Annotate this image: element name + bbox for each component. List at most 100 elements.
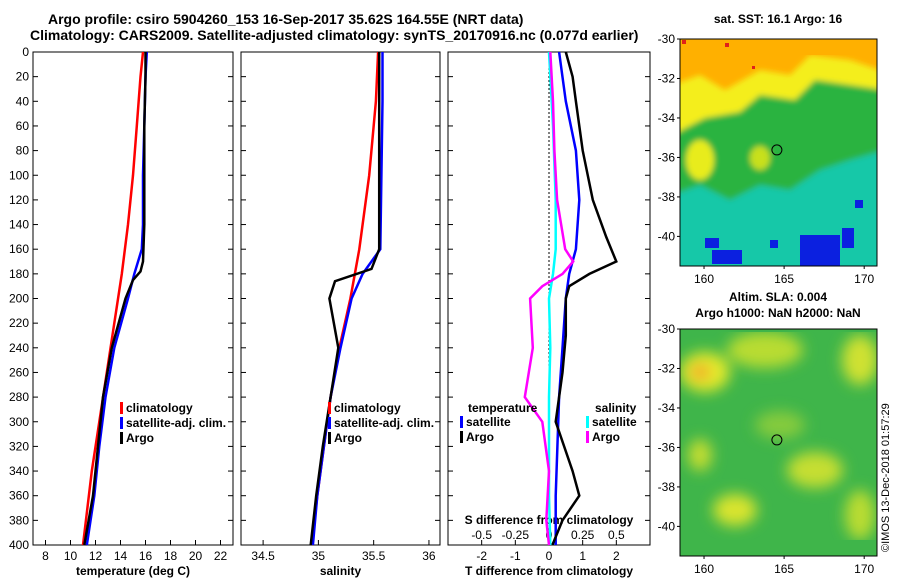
salinity-x-tick-label: 34.5 xyxy=(251,549,275,563)
salinity-legend-0-label: climatology xyxy=(334,401,401,415)
sst-map-xtick-label: 170 xyxy=(854,272,874,286)
difference-series-3 xyxy=(523,51,575,546)
copyright-stamp: ©IMOS 13-Dec-2018 01:57:29 xyxy=(880,403,892,552)
sst-map-xtick-label: 160 xyxy=(694,272,714,286)
temperature-y-tick-label: 260 xyxy=(9,365,29,379)
temperature-plot-frame xyxy=(32,51,234,546)
temperature-x-tick-label: 20 xyxy=(189,549,203,563)
figure-title-line1: Argo profile: csiro 5904260_153 16-Sep-2… xyxy=(48,11,524,27)
sst-map-frame xyxy=(679,38,878,267)
sla-map-ytick-label: -30 xyxy=(658,322,676,336)
temperature-y-tick-label: 0 xyxy=(22,45,29,59)
temperature-legend-2-label: Argo xyxy=(126,431,154,445)
temperature-x-tick-label: 22 xyxy=(214,549,228,563)
sst-map-argo-marker xyxy=(771,144,783,156)
difference-series-0 xyxy=(554,51,581,545)
temperature-y-tick-label: 80 xyxy=(16,144,30,158)
difference-legend-s-argo-swatch xyxy=(586,431,589,443)
difference-x2-tick-label: 0.25 xyxy=(571,528,595,542)
sla-map-subtitle: Argo h1000: NaN h2000: NaN xyxy=(695,306,860,320)
temperature-series-0 xyxy=(81,51,145,546)
salinity-plot-frame xyxy=(240,51,441,546)
sla-map-xtick-label: 165 xyxy=(774,562,794,576)
temperature-x-tick-label: 12 xyxy=(89,549,103,563)
sla-map-xtick-label: 170 xyxy=(854,562,874,576)
sst-map-ytick-label: -38 xyxy=(658,190,676,204)
sla-map-ytick-label: -34 xyxy=(658,401,676,415)
difference-xlabel: T difference from climatology xyxy=(465,564,633,578)
salinity-legend-1-label: satellite-adj. clim. xyxy=(334,416,434,430)
difference-series-1 xyxy=(551,51,618,546)
temperature-y-tick-label: 360 xyxy=(9,489,29,503)
difference-x2-tick-label: -0.5 xyxy=(471,528,492,542)
temperature-series-2 xyxy=(83,52,147,546)
salinity-x-tick-label: 35.5 xyxy=(362,549,386,563)
temperature-y-tick-label: 300 xyxy=(9,415,29,429)
difference-legend-s-sat-label: satellite xyxy=(592,415,637,429)
salinity-xlabel: salinity xyxy=(320,564,362,578)
difference-legend-s-argo-label: Argo xyxy=(592,430,620,444)
temperature-x-tick-label: 8 xyxy=(42,549,49,563)
difference-legend-t-sat-swatch xyxy=(460,416,463,428)
salinity-legend-2-label: Argo xyxy=(334,431,362,445)
temperature-y-tick-label: 100 xyxy=(9,168,29,182)
figure-title-line2: Climatology: CARS2009. Satellite-adjuste… xyxy=(30,27,639,43)
difference-legend-temp-title: temperature xyxy=(468,401,538,415)
difference-legend-s-sat-swatch xyxy=(586,416,589,428)
sst-map-title: sat. SST: 16.1 Argo: 16 xyxy=(714,12,843,26)
temperature-x-tick-label: 18 xyxy=(164,549,178,563)
sst-map-ytick-label: -34 xyxy=(658,111,676,125)
temperature-y-tick-label: 40 xyxy=(16,94,30,108)
salinity-legend-2-swatch xyxy=(328,432,331,444)
sla-map-title: Altim. SLA: 0.004 xyxy=(729,290,827,304)
sla-map-frame xyxy=(679,328,878,557)
sst-map-ytick-label: -32 xyxy=(658,71,676,85)
sla-map-argo-marker xyxy=(771,434,783,446)
difference-legend-sal-title: salinity xyxy=(595,401,637,415)
sst-map-ytick-label: -30 xyxy=(658,32,676,46)
salinity-x-tick-label: 36 xyxy=(422,549,436,563)
difference-legend-t-sat-label: satellite xyxy=(466,415,511,429)
temperature-legend-0-swatch xyxy=(120,402,123,414)
temperature-legend-0-label: climatology xyxy=(126,401,193,415)
temperature-x-tick-label: 14 xyxy=(114,549,128,563)
temperature-legend-1-label: satellite-adj. clim. xyxy=(126,416,226,430)
temperature-y-tick-label: 180 xyxy=(9,267,29,281)
sst-map-ytick-label: -36 xyxy=(658,150,676,164)
temperature-legend-1-swatch xyxy=(120,417,123,429)
salinity-legend-1-swatch xyxy=(328,417,331,429)
temperature-y-tick-label: 400 xyxy=(9,538,29,552)
difference-x-tick-label: 2 xyxy=(613,549,620,563)
temperature-y-tick-label: 280 xyxy=(9,390,29,404)
temperature-y-tick-label: 160 xyxy=(9,242,29,256)
sla-map xyxy=(680,329,877,556)
sla-map-ytick-label: -40 xyxy=(658,519,676,533)
temperature-y-tick-label: 220 xyxy=(9,316,29,330)
temperature-y-tick-label: 320 xyxy=(9,439,29,453)
sla-map-ytick-label: -32 xyxy=(658,361,676,375)
temperature-y-tick-label: 340 xyxy=(9,464,29,478)
sst-map-ytick-label: -40 xyxy=(658,229,676,243)
salinity-series-2 xyxy=(309,52,381,546)
difference-x-tick-label: 1 xyxy=(579,549,586,563)
difference-x-tick-label: -1 xyxy=(510,549,521,563)
difference-legend-t-argo-label: Argo xyxy=(466,430,494,444)
salinity-series-1 xyxy=(311,52,384,546)
temperature-y-tick-label: 60 xyxy=(16,119,30,133)
difference-x2-tick-label: -0.25 xyxy=(502,528,530,542)
sla-map-ytick-label: -38 xyxy=(658,480,676,494)
temperature-y-tick-label: 140 xyxy=(9,218,29,232)
temperature-y-tick-label: 380 xyxy=(9,513,29,527)
temperature-y-tick-label: 120 xyxy=(9,193,29,207)
temperature-y-tick-label: 20 xyxy=(16,70,30,84)
salinity-legend-0-swatch xyxy=(328,402,331,414)
sla-map-xtick-label: 160 xyxy=(694,562,714,576)
sst-map xyxy=(680,39,877,266)
sst-map-xtick-label: 165 xyxy=(774,272,794,286)
difference-x2-tick-label: 0.5 xyxy=(608,528,625,542)
temperature-y-tick-label: 240 xyxy=(9,341,29,355)
temperature-x-tick-label: 16 xyxy=(139,549,153,563)
temperature-xlabel: temperature (deg C) xyxy=(76,564,190,578)
sla-map-ytick-label: -36 xyxy=(658,440,676,454)
